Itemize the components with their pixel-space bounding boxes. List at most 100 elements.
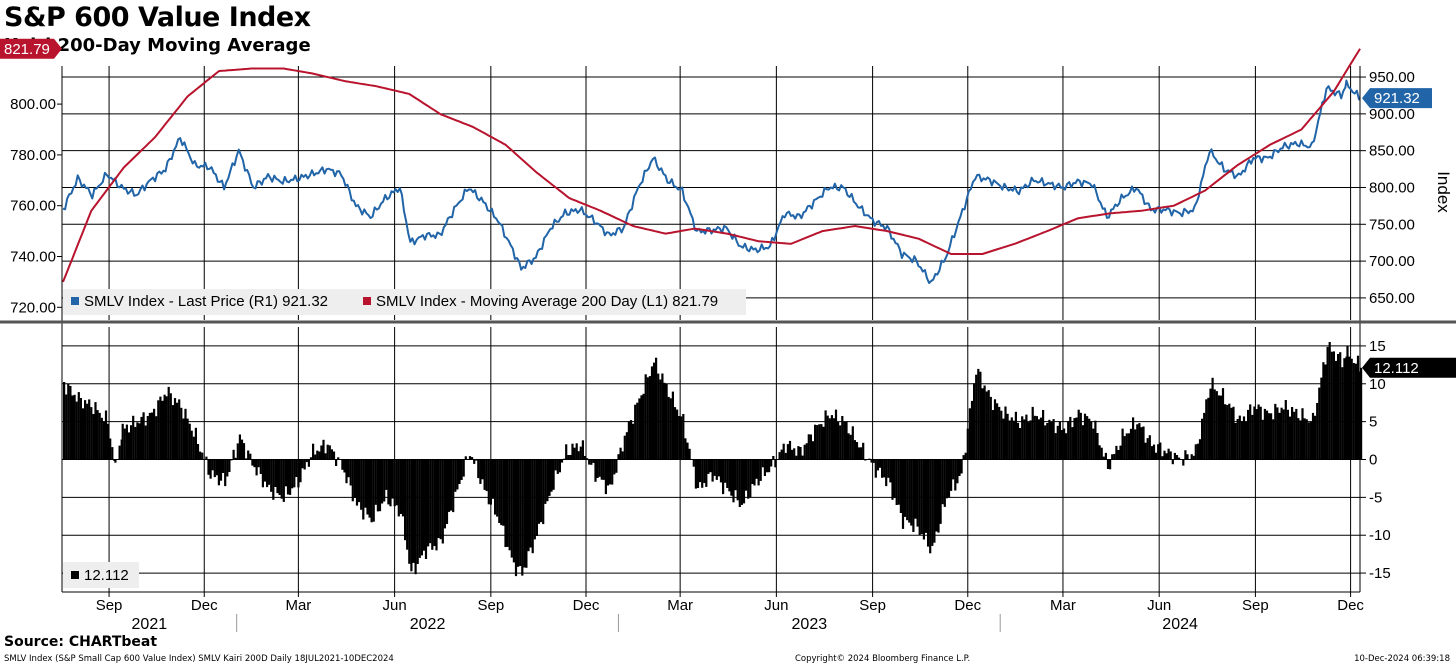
kairi-bar: [732, 459, 735, 503]
kairi-bar: [1079, 412, 1082, 460]
kairi-bar: [134, 426, 137, 460]
kairi-bar: [1203, 412, 1206, 460]
source-note: Source: CHARTbeat: [4, 634, 158, 650]
kairi-bar: [1201, 418, 1204, 460]
kairi-bar: [337, 457, 340, 460]
kairi-bar: [939, 459, 942, 524]
kairi-bar: [657, 373, 660, 460]
kairi-bar: [653, 362, 656, 460]
kairi-bar: [192, 436, 195, 460]
kairi-bar: [887, 459, 890, 478]
kairi-bar: [627, 421, 630, 460]
legend-swatch-ma: [363, 297, 371, 305]
kairi-bar: [933, 459, 936, 543]
kairi-bar: [937, 459, 940, 533]
kairi-bar: [347, 459, 350, 478]
right-tick-label: 900.00: [1369, 106, 1415, 123]
kairi-bar: [1136, 424, 1139, 460]
kairi-bar: [332, 451, 336, 460]
kairi-bar: [188, 423, 191, 460]
kairi-bar: [993, 399, 997, 460]
kairi-bar: [144, 425, 147, 460]
kairi-bar: [1063, 428, 1066, 460]
kairi-bar: [232, 449, 235, 460]
kairi-bar: [975, 374, 978, 460]
kairi-bar: [1121, 428, 1124, 460]
kairi-bar: [1286, 409, 1289, 460]
footer-copyright: Copyright© 2024 Bloomberg Finance L.P.: [795, 654, 971, 664]
kairi-bar: [540, 459, 543, 523]
kairi-bar: [1348, 356, 1351, 460]
kairi-bar: [1240, 421, 1243, 460]
kairi-bar: [870, 459, 873, 463]
kairi-bar: [912, 459, 915, 532]
kairi-bar: [489, 459, 492, 505]
kairi-bar: [1146, 438, 1149, 460]
legend-box: [63, 289, 746, 315]
kairi-bar: [791, 449, 794, 460]
kairi-bar: [1058, 421, 1061, 460]
kairi-bar: [454, 459, 457, 492]
kairi-bar: [782, 443, 785, 460]
kairi-bar: [477, 459, 480, 479]
kairi-bar: [150, 412, 154, 460]
kairi-bar: [1094, 420, 1097, 460]
kairi-bar: [1346, 345, 1349, 460]
kairi-bar: [952, 459, 955, 480]
kairi-bar: [86, 403, 89, 460]
kairi-bar: [805, 443, 808, 460]
kairi-bar: [650, 366, 654, 460]
kairi-bar: [1265, 410, 1269, 460]
kairi-bar: [1044, 425, 1047, 460]
kairi-bar: [759, 459, 762, 481]
kairi-bar: [376, 459, 379, 512]
kairi-bar: [504, 459, 507, 547]
kairi-bar: [1226, 405, 1229, 460]
kairi-bar: [69, 386, 72, 460]
kairi-bar: [556, 459, 559, 474]
kairi-bar: [1330, 351, 1333, 460]
kairi-bar: [895, 459, 898, 505]
kairi-bar: [1178, 457, 1181, 460]
axes-layer: [0, 66, 1456, 632]
kairi-bar: [412, 459, 415, 563]
kairi-bar: [475, 459, 478, 461]
kairi-bar: [1023, 419, 1026, 460]
kairi-bar: [447, 459, 451, 512]
kairi-bar: [498, 459, 501, 523]
kairi-bar: [399, 459, 402, 514]
right-tick-label: 650.00: [1369, 290, 1415, 307]
kairi-bar: [941, 459, 944, 505]
kairi-bar: [1031, 406, 1034, 460]
right-tick-label: 850.00: [1369, 143, 1415, 160]
kairi-bar: [339, 459, 342, 460]
kairi-bar: [140, 416, 143, 460]
kairi-bar: [1198, 439, 1202, 460]
kairi-bar: [1167, 448, 1170, 460]
kairi-bar: [1211, 377, 1214, 460]
kairi-bar: [640, 395, 643, 460]
kairi-bar: [1134, 429, 1137, 460]
kairi-bar: [165, 396, 168, 460]
kairi-bar: [479, 459, 482, 484]
kairi-bar: [958, 459, 961, 476]
kairi-bar: [899, 459, 902, 513]
kairi-bar: [178, 399, 181, 460]
kairi-bar: [1341, 367, 1344, 460]
kairi-bar: [1144, 442, 1147, 460]
kairi-bar: [1282, 409, 1285, 460]
kairi-bar: [918, 459, 921, 536]
kairi-bar: [768, 459, 771, 473]
kairi-bar: [77, 392, 80, 460]
kairi-bar: [96, 410, 99, 460]
kairi-bar: [588, 459, 591, 465]
kairi-bar: [1029, 420, 1032, 460]
kairi-bar: [960, 459, 963, 474]
kairi-bar: [600, 459, 603, 480]
kairi-bar: [862, 442, 865, 460]
kairi-bar: [834, 409, 838, 460]
left-tick-label: 720.00: [10, 299, 56, 316]
kairi-bar: [349, 459, 352, 486]
kairi-bar: [118, 445, 121, 460]
gridlines: [62, 66, 1360, 592]
